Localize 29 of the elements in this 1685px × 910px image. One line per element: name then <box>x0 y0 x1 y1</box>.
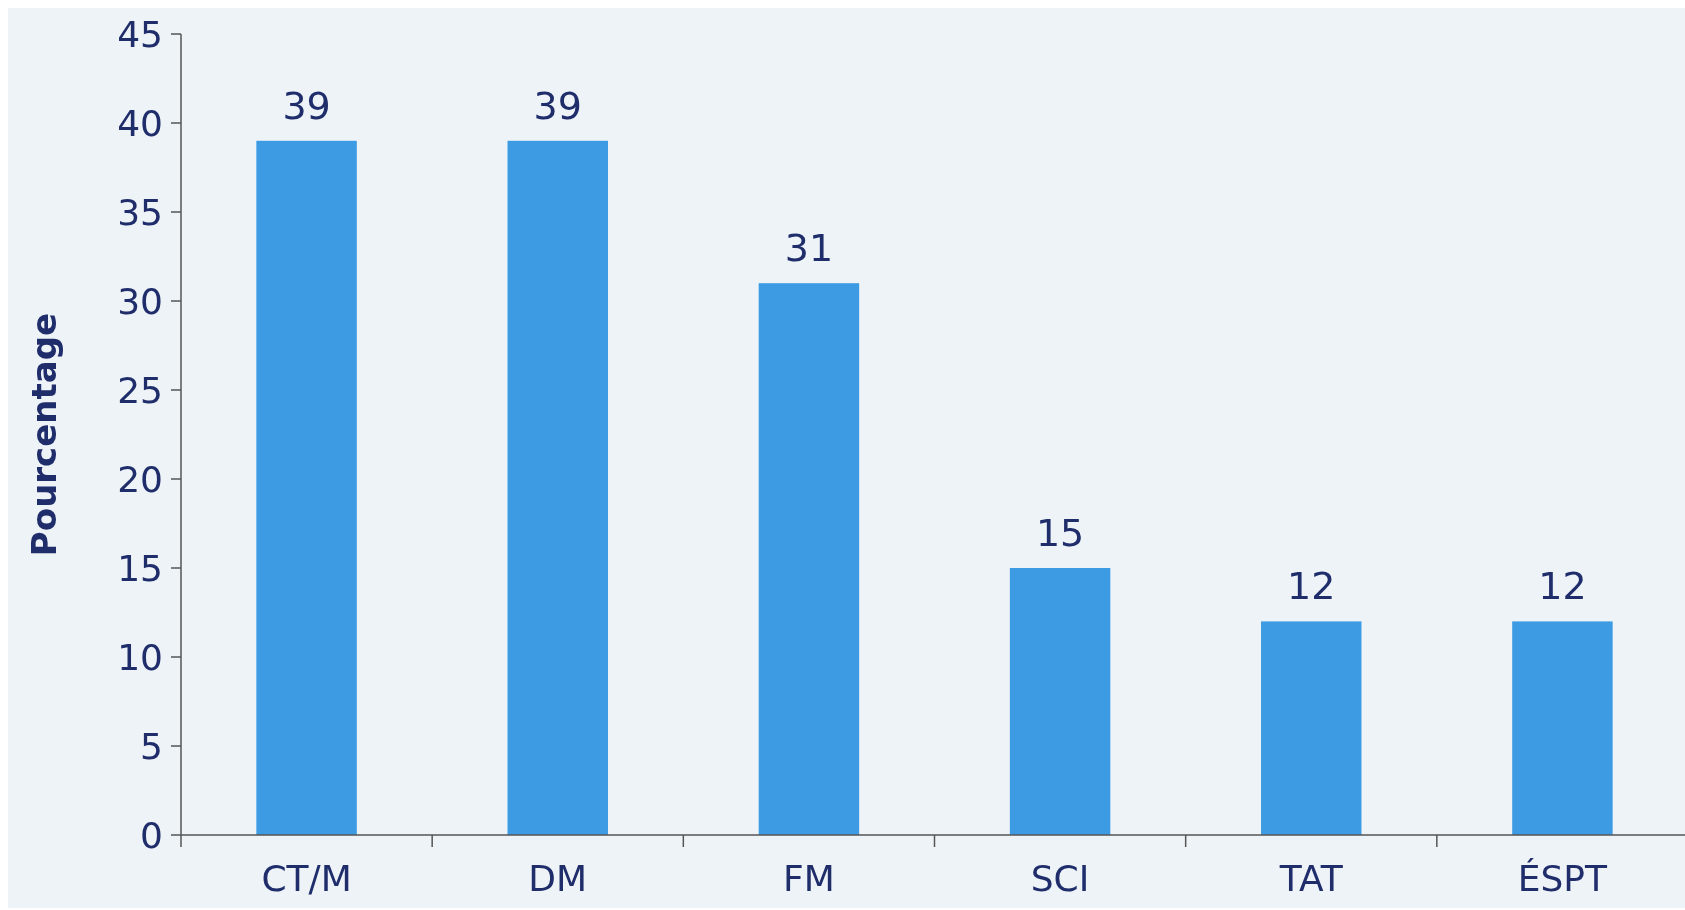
bar <box>758 283 860 835</box>
y-tick-label: 0 <box>140 814 163 856</box>
y-tick-label: 15 <box>117 547 163 589</box>
y-tick-label: 35 <box>117 191 163 233</box>
y-tick-label: 5 <box>140 725 163 767</box>
y-tick-label: 45 <box>117 13 163 55</box>
bar <box>507 140 608 835</box>
x-tick-label: ÉSPT <box>1517 858 1609 899</box>
y-tick-label: 10 <box>117 636 163 678</box>
data-label: 31 <box>784 226 834 271</box>
y-tick-label: 20 <box>117 458 163 500</box>
data-label: 12 <box>1538 564 1587 609</box>
data-label: 39 <box>282 83 331 128</box>
y-tick-label: 25 <box>117 369 163 411</box>
data-label: 15 <box>1035 511 1085 555</box>
x-tick-label: CT/M <box>261 858 352 899</box>
y-axis-title: Pourcentage <box>24 312 64 557</box>
data-label: 39 <box>533 83 582 128</box>
bar <box>1009 568 1111 835</box>
x-tick-label: SCI <box>1030 858 1090 899</box>
bar <box>256 140 357 835</box>
x-tick-label: FM <box>783 858 835 899</box>
x-tick-label: TAT <box>1278 858 1344 899</box>
bar <box>1261 621 1362 835</box>
y-tick-label: 30 <box>117 280 163 322</box>
data-label: 12 <box>1287 564 1336 609</box>
x-tick-label: DM <box>528 858 588 899</box>
y-tick-label: 40 <box>117 102 163 144</box>
bar <box>1512 621 1613 835</box>
